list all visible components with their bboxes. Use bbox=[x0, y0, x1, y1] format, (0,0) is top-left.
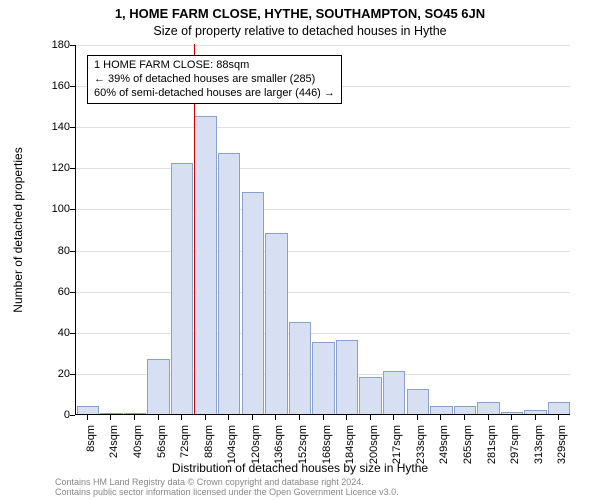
annotation-line: 60% of semi-detached houses are larger (… bbox=[94, 87, 335, 101]
x-tick-mark bbox=[558, 415, 559, 420]
chart-subtitle: Size of property relative to detached ho… bbox=[0, 24, 600, 38]
x-tick-mark bbox=[275, 415, 276, 420]
x-tick-label: 233sqm bbox=[415, 425, 427, 475]
y-tick-label: 0 bbox=[30, 409, 70, 421]
x-tick-mark bbox=[158, 415, 159, 420]
grid-line bbox=[76, 209, 570, 210]
y-tick-label: 100 bbox=[30, 203, 70, 215]
bar bbox=[407, 389, 429, 414]
x-tick-mark bbox=[464, 415, 465, 420]
x-tick-label: 168sqm bbox=[321, 425, 333, 475]
x-tick-mark bbox=[417, 415, 418, 420]
bar bbox=[501, 412, 523, 414]
x-tick-label: 200sqm bbox=[368, 425, 380, 475]
bar bbox=[336, 340, 358, 414]
bar bbox=[548, 402, 570, 414]
x-tick-mark bbox=[346, 415, 347, 420]
x-tick-label: 313sqm bbox=[533, 425, 545, 475]
bar bbox=[454, 406, 476, 414]
bar bbox=[477, 402, 499, 414]
y-tick-mark bbox=[70, 374, 75, 375]
x-tick-label: 281sqm bbox=[486, 425, 498, 475]
y-tick-mark bbox=[70, 209, 75, 210]
footer-attribution: Contains HM Land Registry data © Crown c… bbox=[55, 478, 399, 498]
x-tick-mark bbox=[440, 415, 441, 420]
y-tick-mark bbox=[70, 45, 75, 46]
grid-line bbox=[76, 127, 570, 128]
footer-line-2: Contains public sector information licen… bbox=[55, 488, 399, 498]
x-tick-mark bbox=[299, 415, 300, 420]
grid-line bbox=[76, 292, 570, 293]
y-tick-label: 160 bbox=[30, 80, 70, 92]
bar bbox=[289, 322, 311, 415]
y-tick-mark bbox=[70, 251, 75, 252]
y-tick-label: 120 bbox=[30, 162, 70, 174]
y-tick-mark bbox=[70, 333, 75, 334]
x-tick-label: 152sqm bbox=[297, 425, 309, 475]
x-tick-label: 217sqm bbox=[391, 425, 403, 475]
bar bbox=[100, 413, 122, 414]
bar bbox=[359, 377, 381, 414]
x-tick-mark bbox=[110, 415, 111, 420]
x-tick-mark bbox=[323, 415, 324, 420]
x-tick-mark bbox=[252, 415, 253, 420]
x-tick-label: 72sqm bbox=[179, 425, 191, 475]
x-tick-label: 24sqm bbox=[108, 425, 120, 475]
x-tick-label: 120sqm bbox=[250, 425, 262, 475]
bar bbox=[242, 192, 264, 414]
x-tick-mark bbox=[393, 415, 394, 420]
x-tick-label: 329sqm bbox=[556, 425, 568, 475]
x-tick-label: 8sqm bbox=[85, 425, 97, 475]
annotation-line: ← 39% of detached houses are smaller (28… bbox=[94, 73, 335, 87]
y-tick-label: 40 bbox=[30, 327, 70, 339]
grid-line bbox=[76, 45, 570, 46]
x-tick-mark bbox=[134, 415, 135, 420]
x-tick-label: 297sqm bbox=[509, 425, 521, 475]
y-tick-mark bbox=[70, 292, 75, 293]
x-tick-label: 184sqm bbox=[344, 425, 356, 475]
x-tick-label: 104sqm bbox=[226, 425, 238, 475]
y-tick-label: 20 bbox=[30, 368, 70, 380]
x-tick-mark bbox=[535, 415, 536, 420]
bar bbox=[524, 410, 546, 414]
x-tick-mark bbox=[511, 415, 512, 420]
y-tick-mark bbox=[70, 415, 75, 416]
annotation-line: 1 HOME FARM CLOSE: 88sqm bbox=[94, 59, 335, 73]
y-axis-label: Number of detached properties bbox=[11, 147, 25, 312]
y-tick-mark bbox=[70, 127, 75, 128]
bar bbox=[430, 406, 452, 414]
bar bbox=[171, 163, 193, 414]
y-tick-mark bbox=[70, 168, 75, 169]
x-tick-mark bbox=[205, 415, 206, 420]
y-tick-label: 80 bbox=[30, 245, 70, 257]
x-tick-mark bbox=[87, 415, 88, 420]
x-tick-label: 249sqm bbox=[438, 425, 450, 475]
grid-line bbox=[76, 251, 570, 252]
bar bbox=[77, 406, 99, 414]
chart-title: 1, HOME FARM CLOSE, HYTHE, SOUTHAMPTON, … bbox=[0, 6, 600, 21]
x-tick-label: 56sqm bbox=[156, 425, 168, 475]
bar bbox=[312, 342, 334, 414]
x-tick-mark bbox=[228, 415, 229, 420]
x-tick-mark bbox=[370, 415, 371, 420]
bar bbox=[147, 359, 169, 415]
x-tick-label: 88sqm bbox=[203, 425, 215, 475]
y-tick-label: 140 bbox=[30, 121, 70, 133]
bar bbox=[124, 413, 146, 414]
x-tick-mark bbox=[181, 415, 182, 420]
x-tick-label: 265sqm bbox=[462, 425, 474, 475]
x-tick-mark bbox=[488, 415, 489, 420]
x-tick-label: 40sqm bbox=[132, 425, 144, 475]
bar bbox=[194, 116, 216, 414]
grid-line bbox=[76, 333, 570, 334]
bar bbox=[265, 233, 287, 414]
y-tick-mark bbox=[70, 86, 75, 87]
bar bbox=[218, 153, 240, 414]
x-tick-label: 136sqm bbox=[273, 425, 285, 475]
bar bbox=[383, 371, 405, 414]
annotation-box: 1 HOME FARM CLOSE: 88sqm← 39% of detache… bbox=[87, 55, 342, 104]
grid-line bbox=[76, 168, 570, 169]
y-tick-label: 180 bbox=[30, 39, 70, 51]
y-tick-label: 60 bbox=[30, 286, 70, 298]
